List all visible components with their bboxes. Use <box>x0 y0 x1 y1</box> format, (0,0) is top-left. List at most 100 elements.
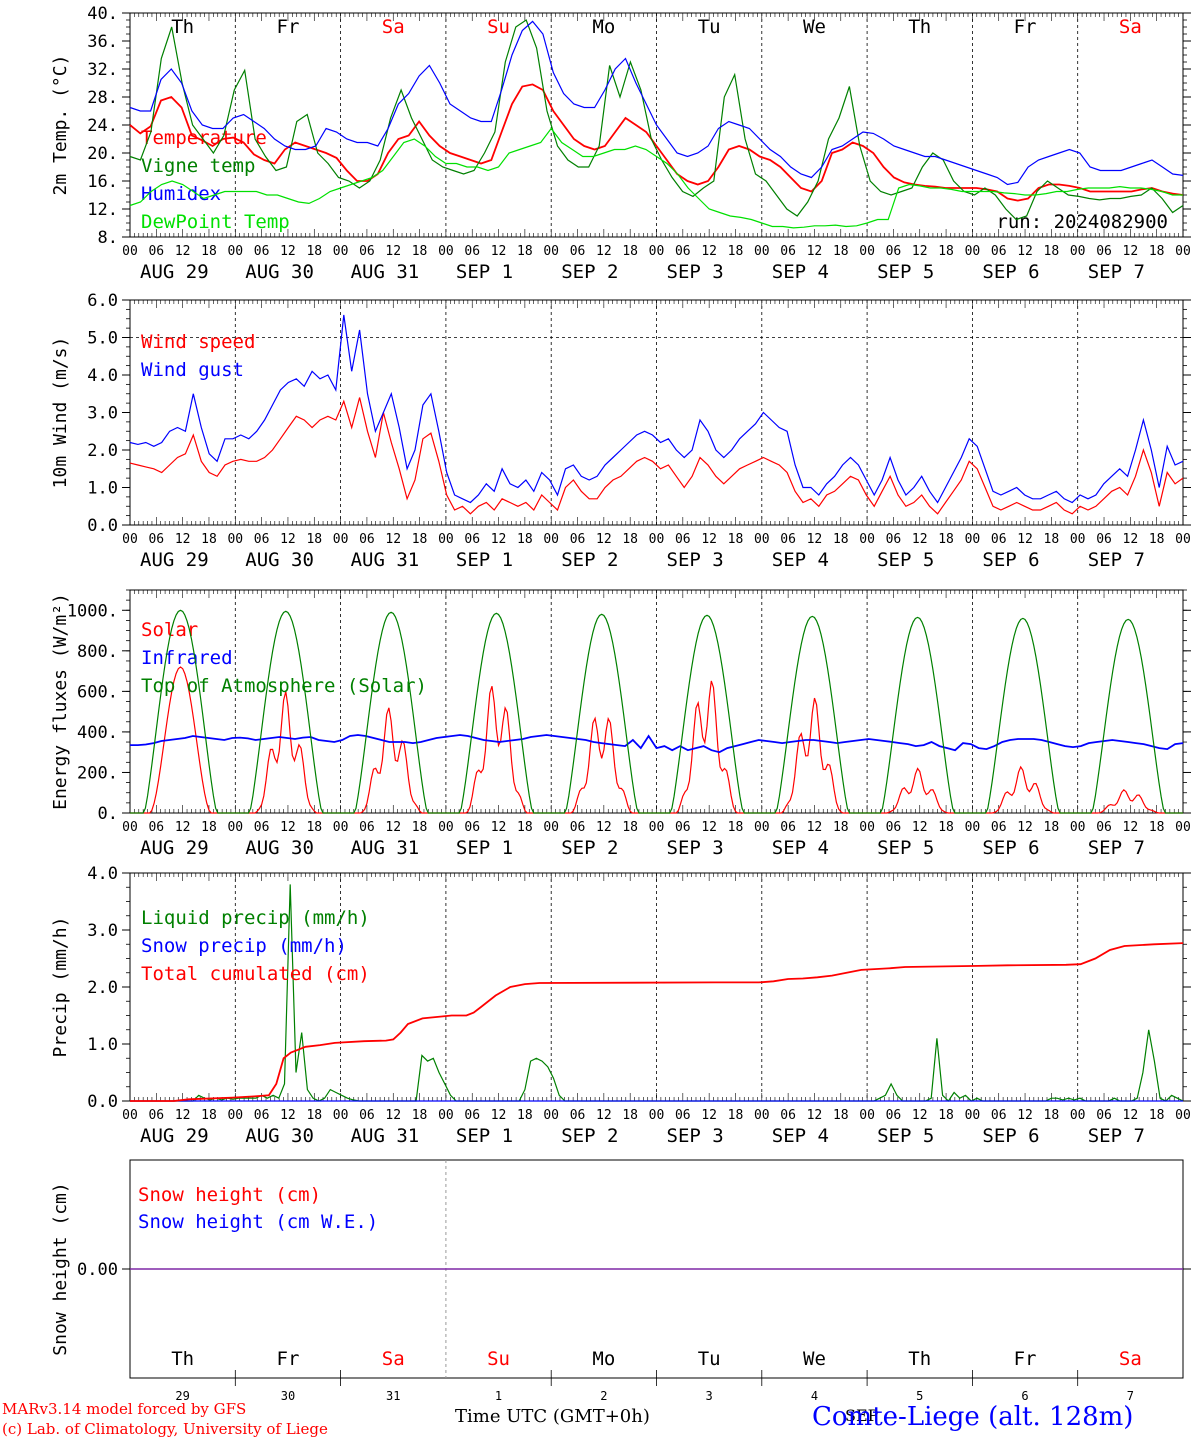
hour-label: 12 <box>491 244 507 259</box>
hour-label: 00 <box>438 244 454 259</box>
hour-label: 18 <box>412 1108 428 1123</box>
y-tick-label: 28. <box>87 88 118 108</box>
weekday-label: Su <box>487 16 510 38</box>
hour-label: 06 <box>464 244 480 259</box>
date-label: AUG 31 <box>351 837 420 859</box>
month-label: SEP <box>845 1406 879 1425</box>
y-tick-label: 2.0 <box>87 441 118 461</box>
hour-label: 00 <box>859 244 875 259</box>
hour-label: 00 <box>649 820 665 835</box>
day-number: 30 <box>281 1389 295 1403</box>
hour-label: 12 <box>175 1108 191 1123</box>
hour-label: 12 <box>807 820 823 835</box>
hour-label: 18 <box>1044 820 1060 835</box>
y-tick-label: 40. <box>87 4 118 24</box>
weekday-label: Th <box>908 1348 931 1370</box>
y-tick-label: 3.0 <box>87 921 118 941</box>
legend-entry: Snow height (cm W.E.) <box>138 1211 378 1233</box>
hour-label: 18 <box>622 820 638 835</box>
hour-label: 06 <box>148 820 164 835</box>
hour-label: 00 <box>227 244 243 259</box>
date-label: AUG 30 <box>245 1125 314 1147</box>
weekday-label: Fr <box>277 1348 300 1370</box>
hour-label: 12 <box>807 532 823 547</box>
date-label: AUG 31 <box>351 1125 420 1147</box>
date-label: SEP 5 <box>877 837 934 859</box>
legend-entry: Temperature <box>141 127 267 149</box>
hour-label: 12 <box>491 532 507 547</box>
hour-label: 06 <box>359 532 375 547</box>
date-label: AUG 30 <box>245 837 314 859</box>
weekday-label: Tu <box>698 16 721 38</box>
day-number: 7 <box>1127 1389 1134 1403</box>
day-number: 6 <box>1021 1389 1028 1403</box>
date-label: SEP 3 <box>667 261 724 283</box>
hour-label: 12 <box>596 532 612 547</box>
hour-label: 12 <box>1123 244 1139 259</box>
date-label: SEP 7 <box>1088 1125 1145 1147</box>
weekday-label: Th <box>171 1348 194 1370</box>
hour-label: 12 <box>596 1108 612 1123</box>
y-tick-label: 5.0 <box>87 329 118 349</box>
y-tick-label: 1.0 <box>87 1035 118 1055</box>
series-line <box>130 734 1184 754</box>
date-label: SEP 2 <box>561 261 618 283</box>
hour-label: 00 <box>1175 244 1191 259</box>
hour-label: 00 <box>965 1108 981 1123</box>
hour-label: 00 <box>1070 532 1086 547</box>
date-label: SEP 3 <box>667 837 724 859</box>
hour-label: 18 <box>1149 244 1165 259</box>
hour-label: 18 <box>412 244 428 259</box>
y-tick-label: 0. <box>98 804 118 824</box>
date-label: SEP 6 <box>982 261 1039 283</box>
y-tick-label: 600. <box>77 682 118 702</box>
hour-label: 00 <box>543 532 559 547</box>
y-tick-label: 1.0 <box>87 479 118 499</box>
hour-label: 18 <box>201 244 217 259</box>
hour-label: 12 <box>1017 532 1033 547</box>
hour-label: 00 <box>1175 1108 1191 1123</box>
series-line <box>129 20 1184 186</box>
y-tick-label: 800. <box>77 642 118 662</box>
hour-label: 06 <box>886 244 902 259</box>
hour-label: 18 <box>728 1108 744 1123</box>
date-label: SEP 5 <box>877 549 934 571</box>
hour-label: 00 <box>649 532 665 547</box>
hour-label: 12 <box>491 1108 507 1123</box>
hour-label: 00 <box>965 532 981 547</box>
hour-label: 18 <box>938 1108 954 1123</box>
hour-label: 00 <box>859 532 875 547</box>
hour-label: 06 <box>780 1108 796 1123</box>
date-label: SEP 7 <box>1088 261 1145 283</box>
y-tick-label: 1000. <box>67 601 118 621</box>
date-label: AUG 31 <box>351 261 420 283</box>
hour-label: 00 <box>649 244 665 259</box>
copyright: (c) Lab. of Climatology, University of L… <box>2 1420 328 1438</box>
hour-label: 06 <box>254 820 270 835</box>
y-tick-label: 8. <box>98 228 118 248</box>
hour-label: 06 <box>359 820 375 835</box>
y-tick-label: 24. <box>87 116 118 136</box>
hour-label: 00 <box>1070 1108 1086 1123</box>
hour-label: 12 <box>491 820 507 835</box>
hour-label: 18 <box>833 820 849 835</box>
date-label: SEP 7 <box>1088 549 1145 571</box>
hour-label: 18 <box>201 532 217 547</box>
day-number: 1 <box>495 1389 502 1403</box>
hour-label: 00 <box>438 1108 454 1123</box>
hour-label: 18 <box>201 1108 217 1123</box>
hour-label: 18 <box>1149 532 1165 547</box>
hour-label: 00 <box>1175 820 1191 835</box>
date-label: SEP 1 <box>456 549 513 571</box>
day-number: 31 <box>386 1389 400 1403</box>
weekday-label: Sa <box>1119 16 1142 38</box>
hour-label: 18 <box>306 244 322 259</box>
y-axis-label: Precip (mm/h) <box>50 917 71 1058</box>
y-tick-label: 3.0 <box>87 404 118 424</box>
hour-label: 06 <box>675 532 691 547</box>
hour-label: 12 <box>701 244 717 259</box>
legend-entry: Total cumulated (cm) <box>141 963 370 985</box>
day-number: 29 <box>175 1389 189 1403</box>
date-label: SEP 4 <box>772 837 829 859</box>
